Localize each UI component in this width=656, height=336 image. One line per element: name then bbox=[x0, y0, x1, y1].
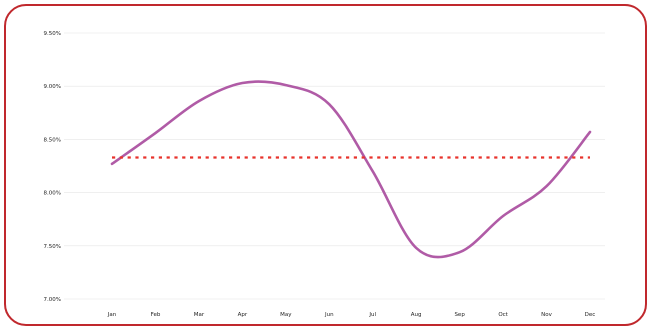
y-tick-label: 9.50% bbox=[44, 31, 61, 37]
x-tick-label: Oct bbox=[498, 312, 508, 318]
gridlines bbox=[64, 32, 605, 300]
x-axis-ticks: Jan Feb Mar Apr May Jun Jul Aug Sep Oct Nov Dec bbox=[107, 312, 596, 318]
x-tick-label: Jun bbox=[324, 312, 334, 318]
y-tick-label: 8.00% bbox=[44, 191, 61, 197]
x-tick-label: Apr bbox=[238, 312, 248, 318]
x-tick-label: May bbox=[280, 312, 292, 318]
x-tick-label: Jan bbox=[107, 312, 117, 318]
x-tick-label: Sep bbox=[454, 312, 465, 318]
y-axis-ticks: 7.00% 7.50% 8.00% 8.50% 9.00% 9.50% bbox=[44, 31, 61, 303]
series-layer bbox=[110, 80, 592, 259]
x-tick-label: Aug bbox=[411, 312, 422, 318]
x-tick-label: Nov bbox=[541, 312, 552, 318]
x-tick-label: Jul bbox=[368, 312, 376, 318]
y-tick-label: 7.00% bbox=[44, 297, 61, 303]
y-tick-label: 7.50% bbox=[44, 244, 61, 250]
y-tick-label: 8.50% bbox=[44, 137, 61, 143]
x-tick-label: Feb bbox=[151, 312, 161, 318]
x-tick-label: Dec bbox=[585, 312, 596, 318]
chart-frame bbox=[4, 4, 647, 326]
x-tick-label: Mar bbox=[194, 312, 205, 318]
y-tick-label: 9.00% bbox=[44, 84, 61, 90]
series-line-solid bbox=[110, 80, 592, 259]
